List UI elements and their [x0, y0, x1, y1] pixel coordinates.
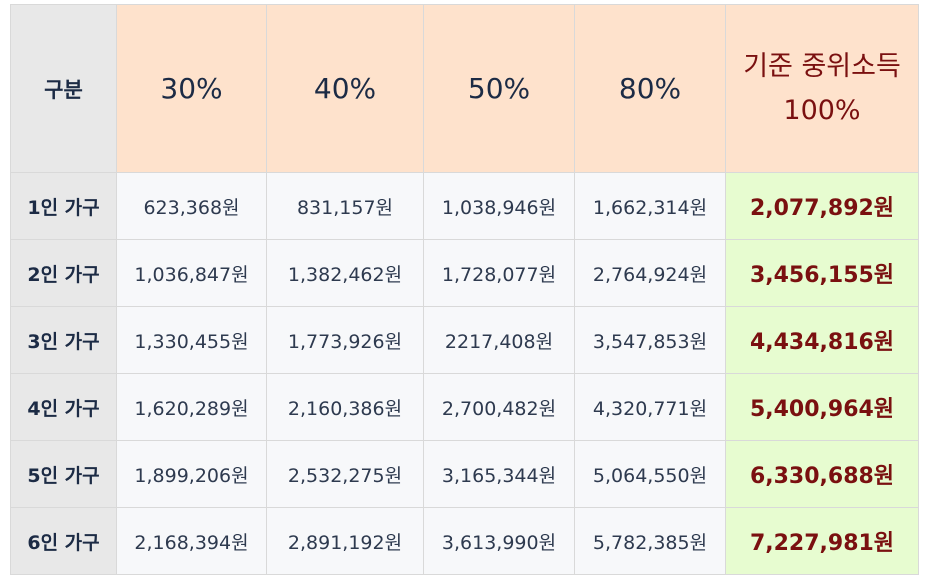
header-80-percent: 80%	[574, 4, 726, 173]
table-row: 5인 가구 1,899,206원 2,532,275원 3,165,344원 5…	[10, 440, 919, 508]
income-table-container: 구분 30% 40% 50% 80% 기준 중위소득 100% 1인 가구 62…	[10, 4, 919, 575]
cell-value: 2,764,924원	[574, 239, 726, 307]
row-label-3-person: 3인 가구	[10, 306, 117, 374]
cell-value: 1,899,206원	[116, 440, 267, 508]
header-median-income: 기준 중위소득 100%	[725, 4, 919, 173]
cell-value: 2,160,386원	[266, 373, 424, 441]
cell-value: 1,773,926원	[266, 306, 424, 374]
row-label-6-person: 6인 가구	[10, 507, 117, 575]
row-label-1-person: 1인 가구	[10, 172, 117, 240]
cell-value: 2,168,394원	[116, 507, 267, 575]
cell-value: 2217,408원	[423, 306, 575, 374]
cell-median-value: 7,227,981원	[725, 507, 919, 575]
cell-value: 1,330,455원	[116, 306, 267, 374]
table-row: 6인 가구 2,168,394원 2,891,192원 3,613,990원 5…	[10, 507, 919, 575]
header-30-percent: 30%	[116, 4, 267, 173]
cell-value: 3,613,990원	[423, 507, 575, 575]
cell-value: 1,036,847원	[116, 239, 267, 307]
median-income-table: 구분 30% 40% 50% 80% 기준 중위소득 100% 1인 가구 62…	[10, 4, 919, 575]
table-header-row: 구분 30% 40% 50% 80% 기준 중위소득 100%	[10, 4, 919, 173]
row-label-2-person: 2인 가구	[10, 239, 117, 307]
cell-value: 1,382,462원	[266, 239, 424, 307]
header-corner-label: 구분	[10, 4, 117, 173]
cell-median-value: 5,400,964원	[725, 373, 919, 441]
cell-value: 3,547,853원	[574, 306, 726, 374]
row-label-4-person: 4인 가구	[10, 373, 117, 441]
table-row: 2인 가구 1,036,847원 1,382,462원 1,728,077원 2…	[10, 239, 919, 307]
cell-value: 2,700,482원	[423, 373, 575, 441]
table-row: 3인 가구 1,330,455원 1,773,926원 2217,408원 3,…	[10, 306, 919, 374]
cell-value: 831,157원	[266, 172, 424, 240]
cell-value: 3,165,344원	[423, 440, 575, 508]
cell-value: 1,620,289원	[116, 373, 267, 441]
header-40-percent: 40%	[266, 4, 424, 173]
cell-value: 1,038,946원	[423, 172, 575, 240]
cell-median-value: 3,456,155원	[725, 239, 919, 307]
cell-median-value: 2,077,892원	[725, 172, 919, 240]
cell-value: 1,728,077원	[423, 239, 575, 307]
cell-value: 4,320,771원	[574, 373, 726, 441]
header-50-percent: 50%	[423, 4, 575, 173]
cell-median-value: 4,434,816원	[725, 306, 919, 374]
cell-value: 2,532,275원	[266, 440, 424, 508]
row-label-5-person: 5인 가구	[10, 440, 117, 508]
cell-value: 5,782,385원	[574, 507, 726, 575]
cell-value: 1,662,314원	[574, 172, 726, 240]
cell-value: 2,891,192원	[266, 507, 424, 575]
table-row: 1인 가구 623,368원 831,157원 1,038,946원 1,662…	[10, 172, 919, 240]
header-median-line1: 기준 중위소득	[743, 50, 901, 82]
cell-median-value: 6,330,688원	[725, 440, 919, 508]
header-median-line2: 100%	[783, 94, 861, 126]
table-row: 4인 가구 1,620,289원 2,160,386원 2,700,482원 4…	[10, 373, 919, 441]
cell-value: 623,368원	[116, 172, 267, 240]
cell-value: 5,064,550원	[574, 440, 726, 508]
